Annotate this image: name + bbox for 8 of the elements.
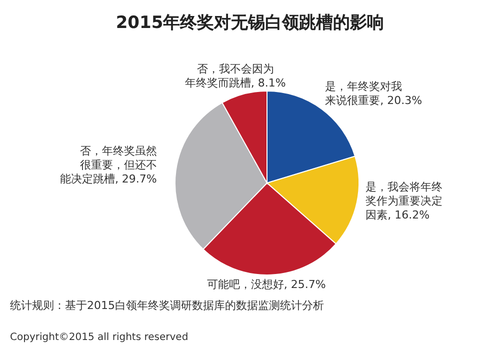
slice-label: 可能吧，没想好, 25.7%	[206, 278, 326, 291]
slice-label: 是，年终奖对我来说很重要, 20.3%	[325, 80, 422, 107]
slice-label: 是，我会将年终奖作为重要决定因素, 16.2%	[366, 180, 443, 222]
text: Copyright©2015 all rights reserved	[10, 332, 188, 343]
slice-label: 否，年终奖虽然很重要，但还不能决定跳槽, 29.7%	[60, 144, 157, 186]
slice-label: 否，我不会因为年终奖而跳槽, 8.1%	[184, 62, 286, 90]
text: 统计规则：基于2015白领年终奖调研数据库的数据监测统计分析	[10, 298, 324, 313]
chart-title: 2015年终奖对无锡白领跳槽的影响	[116, 13, 384, 33]
